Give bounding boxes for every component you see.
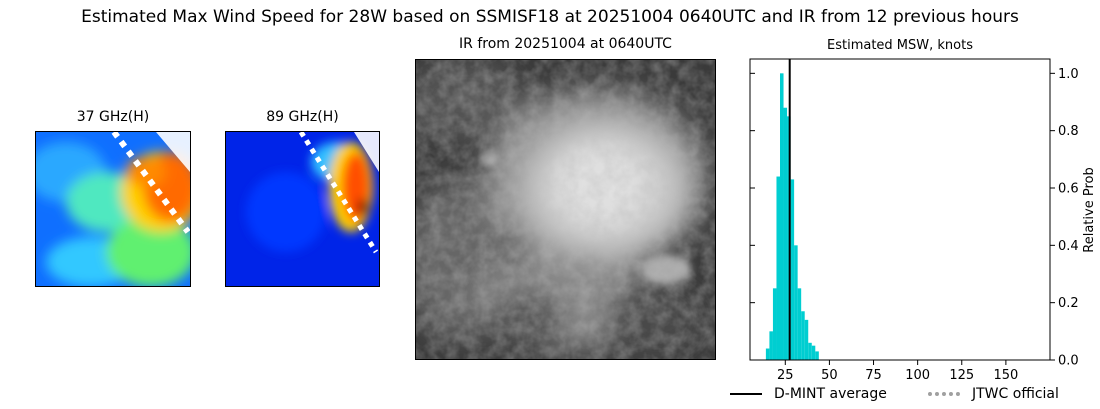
- histogram-bar: [808, 342, 812, 360]
- histogram-frame: [749, 58, 1051, 361]
- histogram-chart: 25 50 75 100 125 150 0.0 0.2 0.4 0.6 0.8 1.0 Relat…: [749, 58, 1097, 380]
- histogram-bar: [769, 331, 773, 360]
- histogram-bar: [804, 319, 809, 360]
- hist-title: Estimated MSW, knots: [827, 38, 973, 53]
- legend-label-jtwc: JTWC official: [972, 386, 1059, 402]
- legend-line-solid: [730, 393, 762, 395]
- legend-item-dmint: D-MINT average: [730, 386, 887, 402]
- histogram-bar: [783, 107, 788, 360]
- ir-satellite-image: [416, 60, 715, 359]
- histogram-bar: [794, 245, 798, 360]
- x-tick-label: 25: [777, 368, 794, 380]
- y-axis-ticks: 0.0 0.2 0.4 0.6 0.8 1.0: [750, 67, 1079, 369]
- legend-item-jtwc: JTWC official: [928, 386, 1059, 402]
- y-tick-label: 0.0: [1058, 354, 1079, 369]
- legend-line-dotted: [928, 392, 960, 396]
- x-tick-label: 50: [821, 368, 838, 380]
- y-axis-label: Relative Prob: [1082, 167, 1097, 252]
- panel-ir-title: IR from 20251004 at 0640UTC: [459, 36, 672, 52]
- histogram-bar: [797, 288, 802, 360]
- legend-label-dmint: D-MINT average: [774, 386, 887, 402]
- histogram-bar: [780, 73, 784, 360]
- histogram-bar: [801, 311, 805, 360]
- y-tick-label: 0.2: [1058, 296, 1079, 311]
- histogram-bars: [765, 59, 819, 360]
- legend: D-MINT average JTWC official: [730, 386, 1090, 408]
- x-tick-label: 125: [949, 368, 974, 380]
- x-tick-label: 150: [993, 368, 1018, 380]
- histogram-bar: [790, 179, 795, 360]
- panel-89ghz-image: [225, 131, 380, 287]
- panel-ir-image: [415, 59, 716, 360]
- y-tick-label: 0.6: [1058, 182, 1079, 197]
- histogram-bar: [776, 176, 780, 360]
- histogram-bar: [811, 345, 816, 360]
- histogram-bar: [765, 348, 770, 360]
- x-axis-ticks: 25 50 75 100 125 150: [777, 360, 1018, 380]
- panel-37ghz-image: [35, 131, 191, 287]
- y-tick-label: 0.4: [1058, 239, 1079, 254]
- y-tick-label: 1.0: [1058, 67, 1079, 82]
- histogram-bar: [815, 351, 819, 360]
- x-tick-label: 100: [905, 368, 930, 380]
- figure-title: Estimated Max Wind Speed for 28W based o…: [81, 7, 1019, 27]
- x-tick-label: 75: [865, 368, 882, 380]
- microwave-37ghz-map: [36, 132, 190, 286]
- panel-37ghz-title: 37 GHz(H): [76, 109, 150, 125]
- y-tick-label: 0.8: [1058, 124, 1079, 139]
- histogram-bar: [772, 288, 777, 360]
- microwave-89ghz-map: [226, 132, 379, 286]
- panel-89ghz-title: 89 GHz(H): [266, 109, 339, 125]
